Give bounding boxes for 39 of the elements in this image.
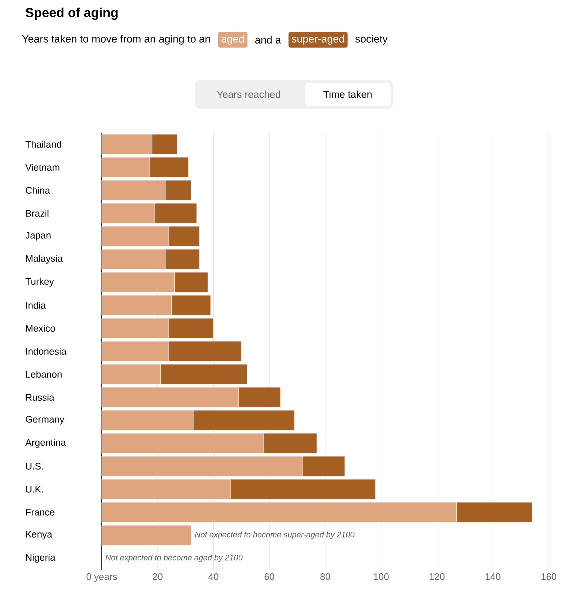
y-tick-label: Argentina — [26, 439, 66, 448]
text: Time taken — [324, 90, 372, 98]
y-tick-label: Mexico — [26, 325, 56, 332]
y-tick-label: U.K. — [26, 486, 44, 493]
text: super-aged — [292, 35, 344, 45]
y-tick-label: India — [26, 302, 46, 309]
text: aged — [222, 35, 244, 45]
y-tick-label: Brazil — [26, 210, 49, 217]
x-tick-label: 0 years — [86, 574, 118, 582]
y-tick-label: Nigeria — [26, 554, 56, 563]
text: and a — [256, 36, 282, 44]
y-tick-label: Japan — [26, 232, 51, 241]
x-tick-label: 100 — [374, 574, 389, 580]
y-tick-label: Turkey — [26, 278, 54, 287]
y-tick-label: Vietnam — [26, 164, 60, 171]
x-tick-label: 80 — [320, 574, 330, 580]
y-tick-label: Russia — [26, 394, 55, 401]
text: society — [356, 35, 388, 45]
y-tick-label: Indonesia — [26, 348, 67, 355]
x-tick-label: 20 — [153, 574, 163, 580]
x-tick-label: 60 — [264, 574, 275, 580]
x-tick-label: 140 — [486, 574, 501, 580]
x-tick-label: 160 — [542, 574, 557, 580]
y-tick-label: Thailand — [26, 141, 62, 148]
annotation: Not expected to become super-aged by 2100 — [195, 532, 355, 540]
annotation: Not expected to become aged by 2100 — [106, 554, 243, 562]
x-tick-label: 40 — [208, 574, 219, 580]
y-tick-label: Lebanon — [26, 371, 62, 378]
bar — [102, 525, 192, 546]
y-tick-label: Kenya — [26, 531, 52, 540]
y-tick-label: France — [26, 509, 55, 516]
x-tick-label: 120 — [430, 574, 445, 580]
chart-subtitle: Years taken to move from an aging to an — [22, 35, 210, 45]
y-tick-label: Germany — [26, 416, 65, 425]
text: Years reached — [217, 90, 280, 98]
y-tick-label: U.S. — [26, 463, 44, 470]
y-tick-label: China — [26, 187, 50, 194]
chart-title: Speed of aging — [26, 8, 118, 20]
y-tick-label: Malaysia — [26, 255, 64, 264]
